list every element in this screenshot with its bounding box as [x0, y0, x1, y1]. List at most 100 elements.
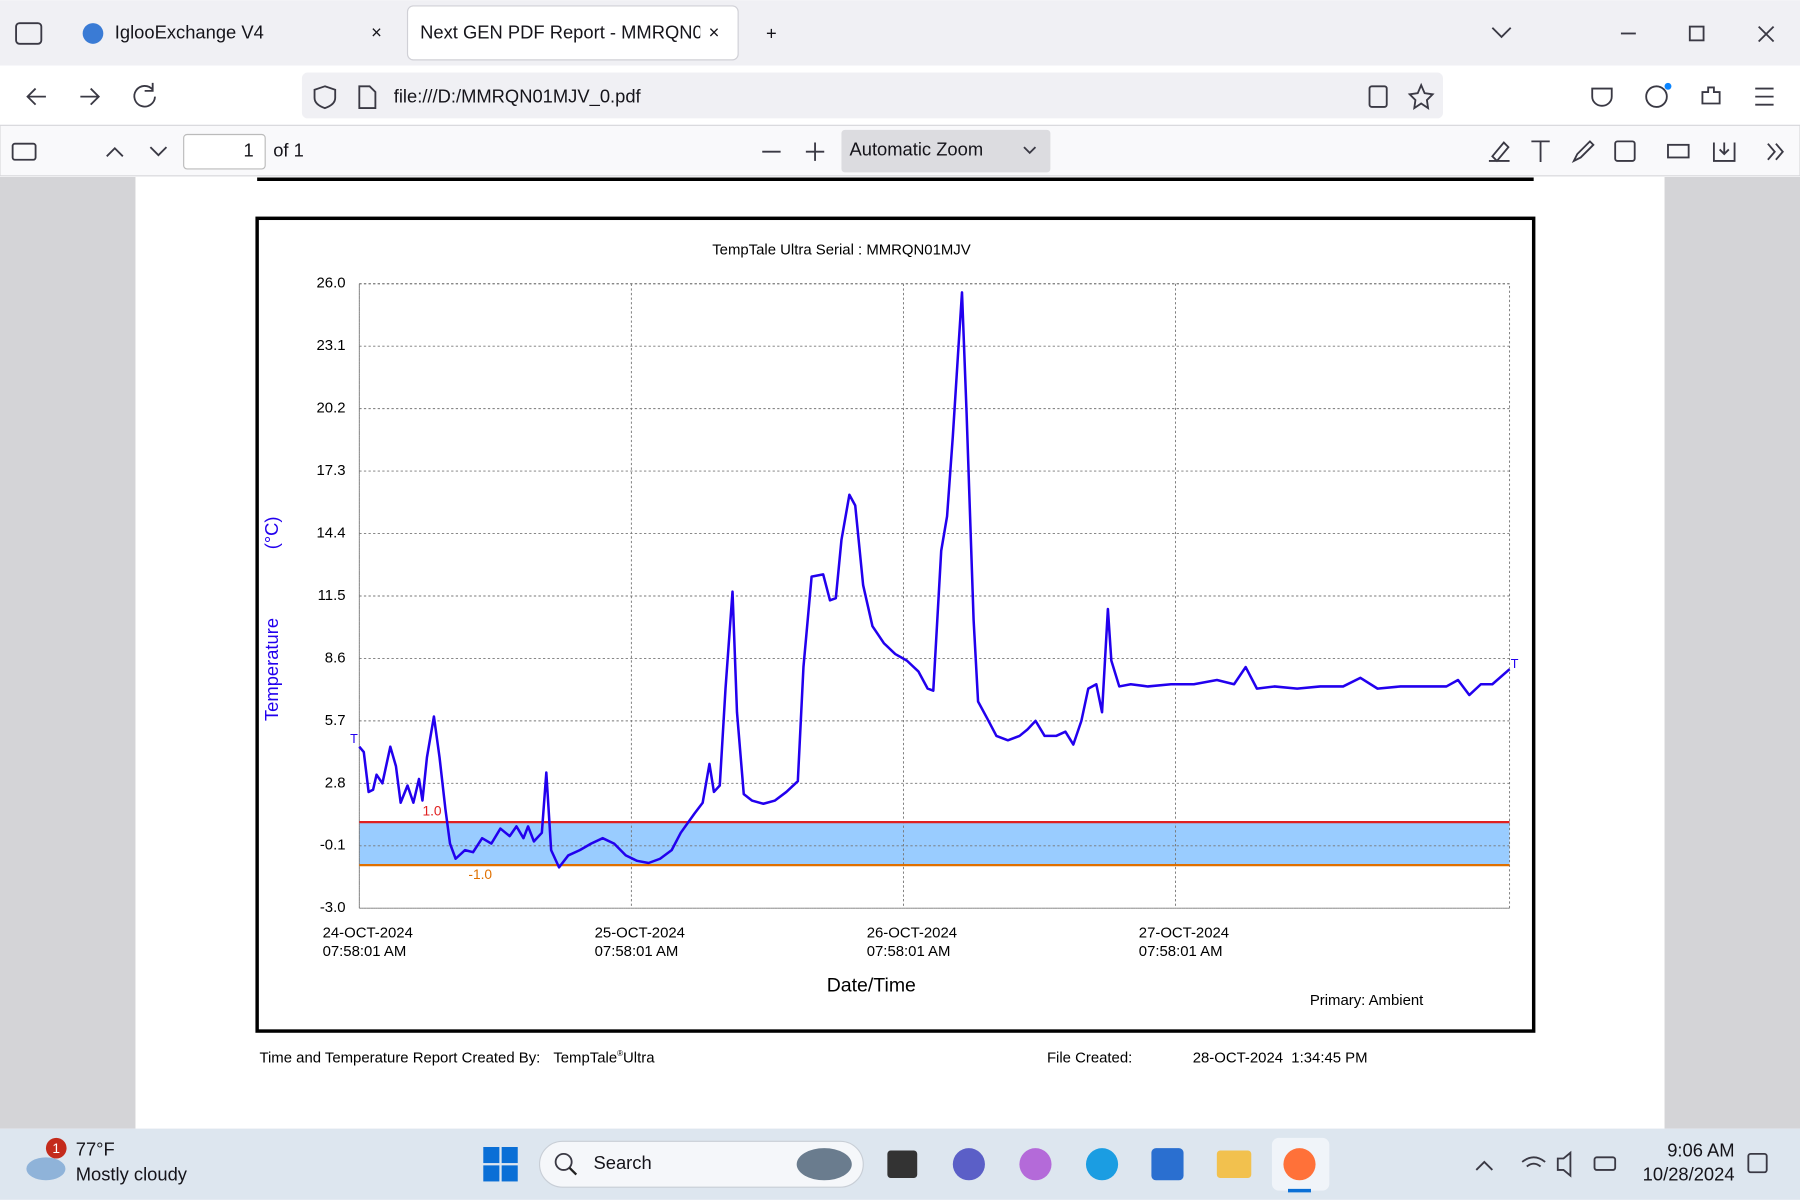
y-tick-label: 17.3 — [317, 462, 346, 479]
chart: TempTale Ultra Serial : MMRQN01MJV Tempe… — [261, 241, 1519, 1009]
draw-tool[interactable] — [1571, 140, 1595, 163]
page-number[interactable]: 1 — [243, 140, 253, 161]
notifications[interactable] — [1747, 1152, 1768, 1174]
clock-date[interactable]: 10/28/2024 — [1643, 1164, 1735, 1185]
forward[interactable] — [80, 87, 101, 106]
print[interactable] — [1667, 143, 1690, 159]
y-tick-label: 20.2 — [317, 400, 346, 417]
image-tool[interactable] — [1614, 140, 1636, 162]
zoom-value[interactable]: Automatic Zoom — [849, 138, 983, 159]
tab-overflow[interactable] — [1491, 27, 1512, 39]
x-tick-label: 27-OCT-2024 — [1139, 924, 1229, 941]
active-tab[interactable] — [406, 5, 739, 61]
zoom-chevron — [1023, 146, 1037, 155]
x-axis-label: Date/Time — [827, 974, 916, 996]
tab-close[interactable]: × — [371, 21, 382, 42]
next-page[interactable] — [149, 146, 168, 157]
pdf-page — [135, 176, 1665, 1129]
footer-text: Time and Temperature Report Created By: — [259, 1050, 540, 1067]
x-tick-label: 07:58:01 AM — [595, 943, 679, 960]
chart-note: Primary: Ambient — [1310, 992, 1424, 1009]
x-tick-label: 07:58:01 AM — [867, 943, 951, 960]
url[interactable]: file:///D:/MMRQN01MJV_0.pdf — [394, 86, 642, 108]
app-teams[interactable] — [952, 1148, 985, 1181]
weather[interactable]: Mostly cloudy — [76, 1164, 188, 1185]
app-firefox[interactable] — [1283, 1148, 1316, 1181]
tray-overflow[interactable] — [1475, 1160, 1493, 1171]
x-tick-label: 24-OCT-2024 — [323, 924, 413, 941]
back[interactable] — [26, 87, 46, 106]
new-tab[interactable]: + — [766, 22, 777, 43]
search-label[interactable]: Search — [593, 1152, 651, 1173]
tab-title[interactable]: Next GEN PDF Report - MMRQN01MJV_0.pdf — [420, 21, 801, 43]
search-highlight — [796, 1148, 852, 1181]
save[interactable] — [1712, 142, 1736, 162]
x-tick-label: 07:58:01 AM — [1139, 943, 1223, 960]
volume[interactable] — [1556, 1150, 1572, 1178]
highlight-tool[interactable] — [1488, 141, 1510, 163]
app-edge[interactable] — [1085, 1148, 1119, 1181]
y-axis-unit: (°C) — [261, 516, 282, 549]
y-tick-label: 2.8 — [325, 774, 346, 791]
y-tick-label: 5.7 — [325, 712, 346, 729]
y-axis-label: Temperature — [261, 618, 282, 721]
search-icon-handle — [568, 1166, 578, 1176]
tab-bar — [0, 0, 1800, 66]
x-tick-label: 26-OCT-2024 — [867, 924, 957, 941]
page-input[interactable] — [183, 133, 266, 170]
tab-list-button[interactable] — [15, 22, 43, 45]
x-tick-label: 07:58:01 AM — [323, 943, 407, 960]
y-tick-label: 8.6 — [325, 649, 346, 666]
file-created: 28-OCT-2024 1:34:45 PM — [1193, 1050, 1368, 1067]
product-mark: ® — [617, 1049, 623, 1058]
zoom-select[interactable] — [841, 129, 1051, 173]
y-tick-label: 11.5 — [318, 587, 346, 604]
tab-icon — [82, 23, 104, 44]
text-tool[interactable] — [1531, 140, 1550, 163]
series-line — [358, 291, 1511, 869]
plot-frame — [358, 283, 1511, 909]
badge — [45, 1137, 67, 1159]
limit-label: 1.0 — [422, 803, 441, 818]
tab-title[interactable]: IglooExchange V4 — [115, 21, 264, 42]
close-window[interactable] — [1758, 25, 1775, 43]
battery[interactable] — [1593, 1156, 1617, 1171]
reader-view[interactable] — [1368, 85, 1388, 108]
search-box[interactable] — [538, 1140, 864, 1188]
url-bar[interactable] — [301, 72, 1443, 119]
extensions[interactable] — [1701, 86, 1721, 105]
account-dot — [1664, 82, 1672, 90]
app-store[interactable] — [1151, 1148, 1184, 1181]
zoom-in[interactable] — [805, 142, 825, 161]
reload[interactable] — [133, 82, 156, 108]
bookmark[interactable] — [1407, 82, 1435, 111]
x-tick-label: 25-OCT-2024 — [595, 924, 685, 941]
more-tools[interactable] — [1767, 143, 1784, 161]
y-tick-label: 26.0 — [317, 275, 346, 292]
temperature[interactable]: 77°F — [76, 1138, 115, 1159]
restore[interactable] — [1688, 25, 1705, 42]
app-explorer[interactable] — [1216, 1150, 1252, 1178]
limit-label: -1.0 — [468, 867, 492, 882]
weather-icon[interactable] — [26, 1157, 66, 1181]
prev-page[interactable] — [106, 146, 124, 157]
app-copilot[interactable] — [1019, 1148, 1052, 1181]
menu[interactable] — [1755, 87, 1774, 106]
wifi[interactable] — [1521, 1156, 1546, 1168]
product: TempTale — [553, 1050, 617, 1067]
y-tick-label: -0.1 — [320, 837, 346, 854]
task-view[interactable] — [887, 1150, 918, 1178]
chart-frame — [255, 216, 1536, 1033]
account[interactable] — [1645, 85, 1668, 108]
clock-time[interactable]: 9:06 AM — [1667, 1139, 1734, 1160]
end-marker: T — [1511, 657, 1519, 671]
start-button[interactable] — [483, 1147, 518, 1182]
shield[interactable] — [313, 85, 337, 110]
tab-close[interactable]: × — [709, 21, 720, 42]
product-suffix: Ultra — [623, 1050, 655, 1067]
sidebar-toggle[interactable] — [11, 142, 37, 161]
file-created-label: File Created: — [1047, 1050, 1132, 1067]
pocket[interactable] — [1591, 87, 1613, 107]
